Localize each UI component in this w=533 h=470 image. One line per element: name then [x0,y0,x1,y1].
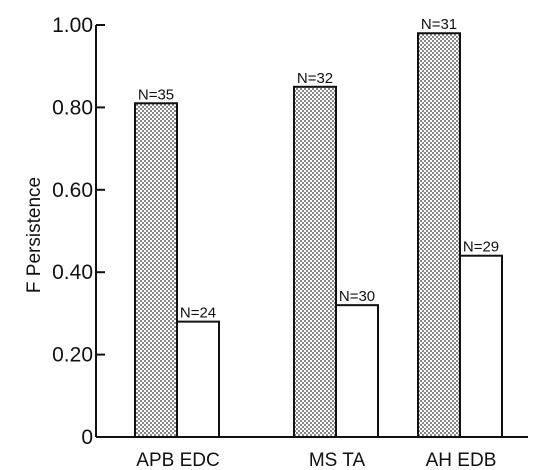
stippled-bar [417,32,461,439]
x-category-label: APB EDC [136,450,219,470]
stippled-bar [293,85,337,439]
bar-n-label: N=30 [339,288,375,305]
x-category-label: MS TA [309,450,366,470]
y-tick-label: 0 [81,426,93,449]
y-tick-label: 0.40 [52,261,93,284]
y-axis-label: F Persistence [24,177,45,293]
labels: 0 0.20 0.40 0.60 0.80 1.00 F Persistence N=35 N=… [24,14,499,470]
open-bar [335,304,379,438]
open-bar [176,320,220,439]
y-tick-label: 0.60 [52,179,93,202]
y-tick-label: 0.20 [52,344,93,367]
bar-n-label: N=31 [421,16,457,33]
x-category-label: AH EDB [426,450,497,470]
y-tick-label: 1.00 [52,14,93,37]
bar-n-label: N=24 [180,305,216,322]
y-tick-label: 0.80 [52,96,93,119]
bars [134,32,503,439]
open-bar [459,254,503,438]
stippled-bar [134,102,178,438]
bar-n-label: N=29 [463,239,499,256]
bar-n-label: N=32 [297,70,333,87]
bar-n-label: N=35 [138,86,174,103]
